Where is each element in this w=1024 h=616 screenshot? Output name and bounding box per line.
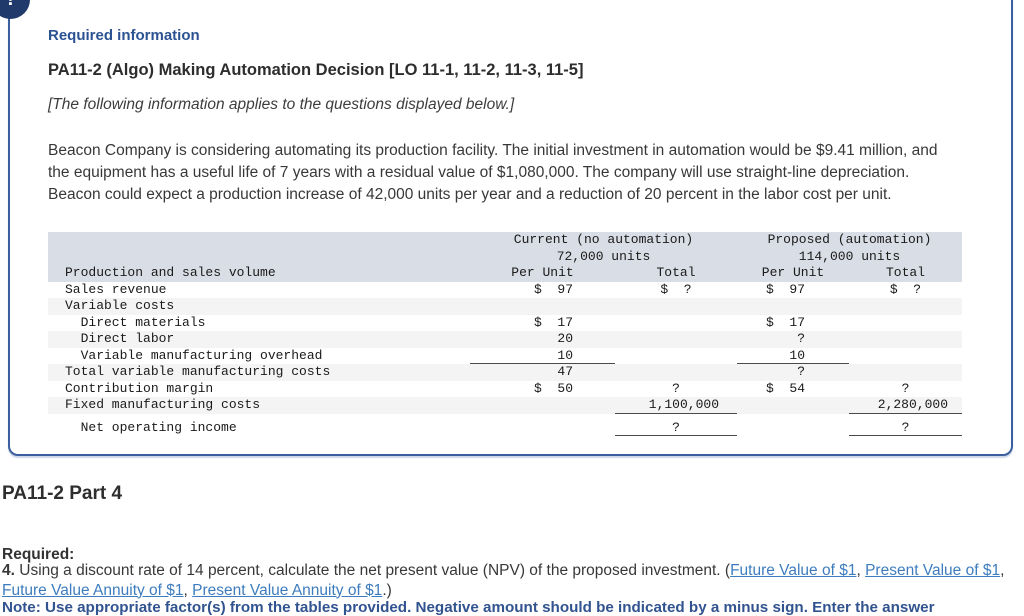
col-header-current-per-unit: Per Unit [511, 265, 574, 280]
alert-exclamation-icon: ! [0, 0, 30, 19]
link-present-value-of-1[interactable]: Present Value of $1 [865, 562, 1001, 579]
table-row-sales-revenue: Sales revenue $ 97 $ ? $ 97 $ ? [65, 281, 922, 297]
required-label: Required: [2, 546, 75, 563]
table-row-direct-labor: Direct labor 20 ? [48, 331, 962, 348]
required-information-panel: Required information PA11-2 (Algo) Makin… [8, 0, 1013, 456]
proposed-units: 114,000 units [798, 248, 901, 264]
table-row-total-variable-costs: Total variable manufacturing costs 47 ? [48, 364, 962, 381]
current-units: 72,000 units [556, 248, 651, 264]
table-units-row: 72,000 units 114,000 units [48, 249, 962, 266]
part-heading: PA11-2 Part 4 [2, 483, 123, 504]
link-present-value-annuity-of-1[interactable]: Present Value Annuity of $1 [192, 581, 383, 599]
required-information-label: Required information [48, 27, 200, 44]
link-future-value-of-1[interactable]: Future Value of $1 [730, 562, 857, 579]
question-close: .) [382, 581, 392, 599]
question-body: Using a discount rate of 14 percent, cal… [14, 562, 731, 579]
col-header-proposed-total: Total [885, 265, 925, 280]
link-future-value-annuity-of-1[interactable]: Future Value Annuity of $1 [2, 581, 184, 599]
cost-comparison-table: Current (no automation) Proposed (automa… [48, 232, 962, 436]
row-header-label: Production and sales volume [65, 265, 276, 280]
problem-title: PA11-2 (Algo) Making Automation Decision… [48, 61, 584, 79]
col-header-current-total: Total [656, 265, 696, 280]
applies-note: [The following information applies to th… [48, 96, 515, 113]
table-column-header-row: Production and sales volume Per Unit Tot… [48, 265, 962, 282]
problem-description: Beacon Company is considering automating… [48, 142, 938, 203]
question-number: 4. [2, 562, 15, 579]
col-header-proposed-per-unit: Per Unit [761, 265, 825, 280]
table-row-fixed-costs: Fixed manufacturing costs 1,100,000 2,28… [48, 397, 962, 414]
table-row-direct-materials: Direct materials $ 17 $ 17 [65, 314, 805, 330]
table-row-contribution-margin: Contribution margin $ 50 ? $ 54 ? [65, 380, 910, 396]
table-row-variable-overhead: Variable manufacturing overhead 10 10 [48, 348, 962, 364]
note-line: Note: Use appropriate factor(s) from the… [2, 599, 935, 616]
current-group-title: Current (no automation) [513, 232, 694, 247]
table-header: Current (no automation) Proposed (automa… [48, 232, 962, 282]
table-row-net-operating-income: Net operating income ? ? [48, 420, 962, 436]
proposed-group-title: Proposed (automation) [767, 232, 932, 247]
exclamation-glyph: ! [7, 0, 14, 11]
table-row-variable-costs: Variable costs [48, 298, 962, 315]
question-text: 4. Using a discount rate of 14 percent, … [2, 562, 1005, 599]
table-group-header-row: Current (no automation) Proposed (automa… [48, 232, 962, 249]
